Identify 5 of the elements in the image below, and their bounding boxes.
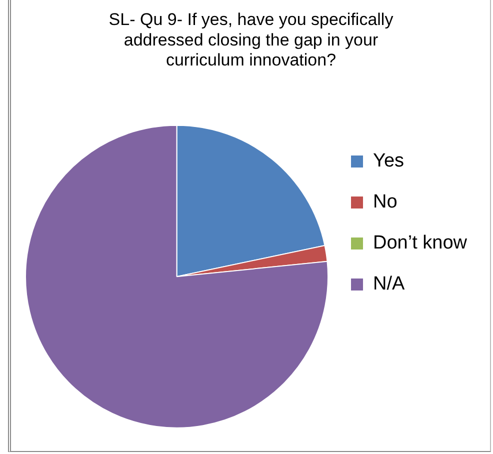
- legend-label: N/A: [373, 274, 406, 295]
- legend-label: Don’t know: [373, 232, 468, 254]
- legend-label: Yes: [373, 150, 404, 172]
- chart-title: SL- Qu 9- If yes, have you specifically addressed closing the gap in your curriculum innovation?: [108, 10, 394, 70]
- legend-label: No: [373, 192, 398, 213]
